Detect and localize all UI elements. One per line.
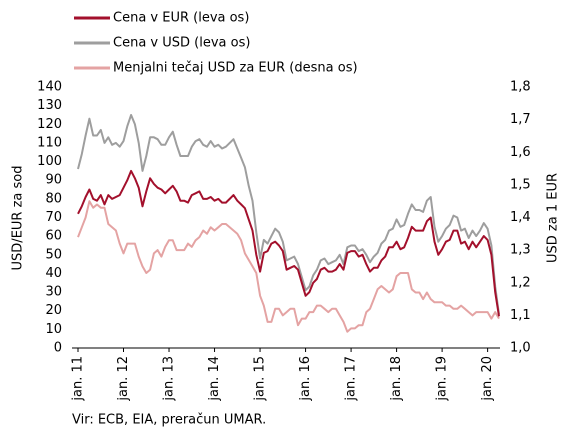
y-tick-label: 100 (37, 154, 62, 169)
y-tick-label: 30 (45, 285, 62, 300)
y2-tick-label: 1,1 (510, 308, 531, 323)
y2-tick-label: 1,0 (510, 341, 531, 356)
series-line (77, 200, 500, 333)
y-tick-label: 60 (45, 229, 62, 244)
x-tick-label: jan. 11 (71, 356, 86, 402)
y2-tick-label: 1,6 (510, 145, 531, 160)
y2-tick-label: 1,8 (510, 80, 531, 95)
legend-label: Cena v USD (leva os) (113, 36, 250, 51)
y-tick-label: 90 (45, 173, 62, 188)
y2-tick-label: 1,7 (510, 112, 531, 127)
x-tick-label: jan. 15 (253, 356, 268, 402)
y-tick-label: 50 (45, 247, 62, 262)
x-tick-label: jan. 20 (480, 356, 495, 402)
y2-tick-label: 1,5 (510, 177, 531, 192)
y2-tick-label: 1,3 (510, 243, 531, 258)
x-tick-label: jan. 19 (435, 356, 450, 402)
y2-tick-label: 1,2 (510, 275, 531, 290)
y-tick-label: 140 (37, 80, 62, 95)
x-tick-label: jan. 16 (298, 356, 313, 402)
x-tick-label: jan. 13 (162, 356, 177, 402)
y2-tick-label: 1,4 (510, 210, 531, 225)
legend-label: Cena v EUR (leva os) (113, 11, 249, 26)
x-tick-label: jan. 14 (207, 356, 222, 402)
series-line (77, 114, 500, 315)
y-tick-label: 80 (45, 191, 62, 206)
y-tick-label: 70 (45, 210, 62, 225)
x-tick-label: jan. 17 (344, 356, 359, 402)
x-tick-label: jan. 18 (389, 356, 404, 402)
source-note: Vir: ECB, EIA, preračun UMAR. (72, 413, 266, 428)
y-axis-label: USD/EUR za sod (11, 166, 26, 271)
y-tick-label: 130 (37, 98, 62, 113)
y-tick-label: 40 (45, 266, 62, 281)
y-tick-label: 10 (45, 322, 62, 337)
x-tick-label: jan. 12 (116, 356, 131, 402)
y-tick-label: 110 (37, 135, 62, 150)
y-tick-label: 120 (37, 117, 62, 132)
y-tick-label: 0 (54, 341, 62, 356)
series-line (77, 169, 500, 317)
legend-label: Menjalni tečaj USD za EUR (desna os) (113, 61, 358, 76)
y-tick-label: 20 (45, 303, 62, 318)
y2-axis-label: USD za 1 EUR (546, 173, 561, 263)
